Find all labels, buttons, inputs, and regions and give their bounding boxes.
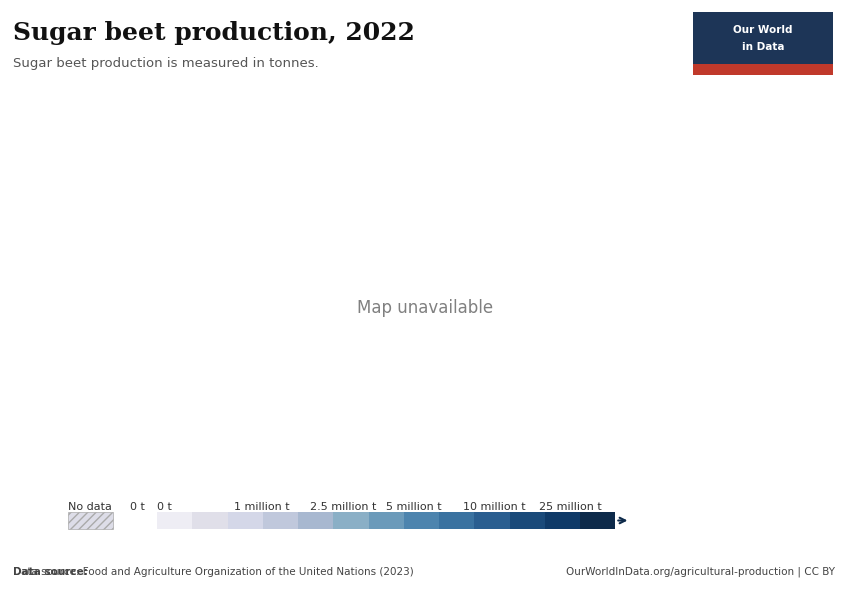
Text: No data: No data bbox=[68, 502, 112, 512]
Bar bbox=[369, 512, 404, 529]
Bar bbox=[439, 512, 474, 529]
Bar bbox=[693, 64, 833, 75]
Text: 1 million t: 1 million t bbox=[234, 502, 289, 512]
Bar bbox=[157, 512, 192, 529]
Text: Map unavailable: Map unavailable bbox=[357, 299, 493, 317]
Bar bbox=[263, 512, 298, 529]
Text: in Data: in Data bbox=[741, 41, 784, 52]
Text: 5 million t: 5 million t bbox=[386, 502, 442, 512]
Text: Data source:: Data source: bbox=[13, 567, 88, 577]
Text: Data source: Food and Agriculture Organization of the United Nations (2023): Data source: Food and Agriculture Organi… bbox=[13, 567, 413, 577]
Text: Our World: Our World bbox=[733, 25, 792, 35]
Text: 0 t: 0 t bbox=[157, 502, 172, 512]
Text: Sugar beet production is measured in tonnes.: Sugar beet production is measured in ton… bbox=[13, 57, 319, 70]
Bar bbox=[228, 512, 263, 529]
Bar bbox=[298, 512, 333, 529]
Bar bbox=[474, 512, 510, 529]
Text: OurWorldInData.org/agricultural-production | CC BY: OurWorldInData.org/agricultural-producti… bbox=[566, 566, 835, 577]
Bar bbox=[404, 512, 439, 529]
Bar bbox=[545, 512, 581, 529]
Bar bbox=[510, 512, 545, 529]
Bar bbox=[333, 512, 369, 529]
Bar bbox=[581, 512, 615, 529]
Bar bbox=[68, 512, 112, 529]
Text: Sugar beet production, 2022: Sugar beet production, 2022 bbox=[13, 21, 415, 45]
Text: 2.5 million t: 2.5 million t bbox=[310, 502, 377, 512]
Text: 0 t: 0 t bbox=[130, 502, 145, 512]
Text: 25 million t: 25 million t bbox=[539, 502, 602, 512]
Bar bbox=[192, 512, 228, 529]
Bar bbox=[693, 12, 833, 64]
Text: 10 million t: 10 million t bbox=[462, 502, 525, 512]
